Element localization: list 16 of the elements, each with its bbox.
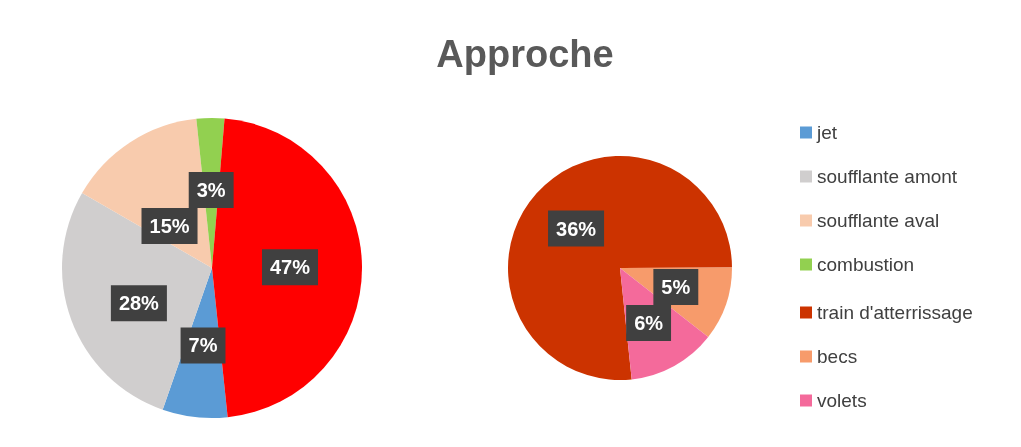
chart-title: Approche: [436, 33, 614, 75]
data-label: 6%: [634, 312, 664, 335]
legend-label: combustion: [817, 254, 915, 275]
data-label: 3%: [196, 179, 226, 201]
legend-label: jet: [816, 122, 838, 143]
legend-label: becs: [817, 346, 858, 367]
legend-label: soufflante amont: [817, 166, 958, 187]
data-label: 15%: [149, 215, 190, 237]
data-label: 7%: [188, 334, 218, 357]
data-label: 36%: [556, 217, 597, 240]
data-label: 47%: [269, 256, 311, 279]
data-label: 5%: [661, 276, 691, 299]
legend-label: train d'atterrissage: [817, 302, 973, 323]
legend-label: volets: [817, 390, 867, 411]
legend-label: soufflante aval: [817, 210, 940, 231]
data-label: 28%: [118, 292, 160, 315]
